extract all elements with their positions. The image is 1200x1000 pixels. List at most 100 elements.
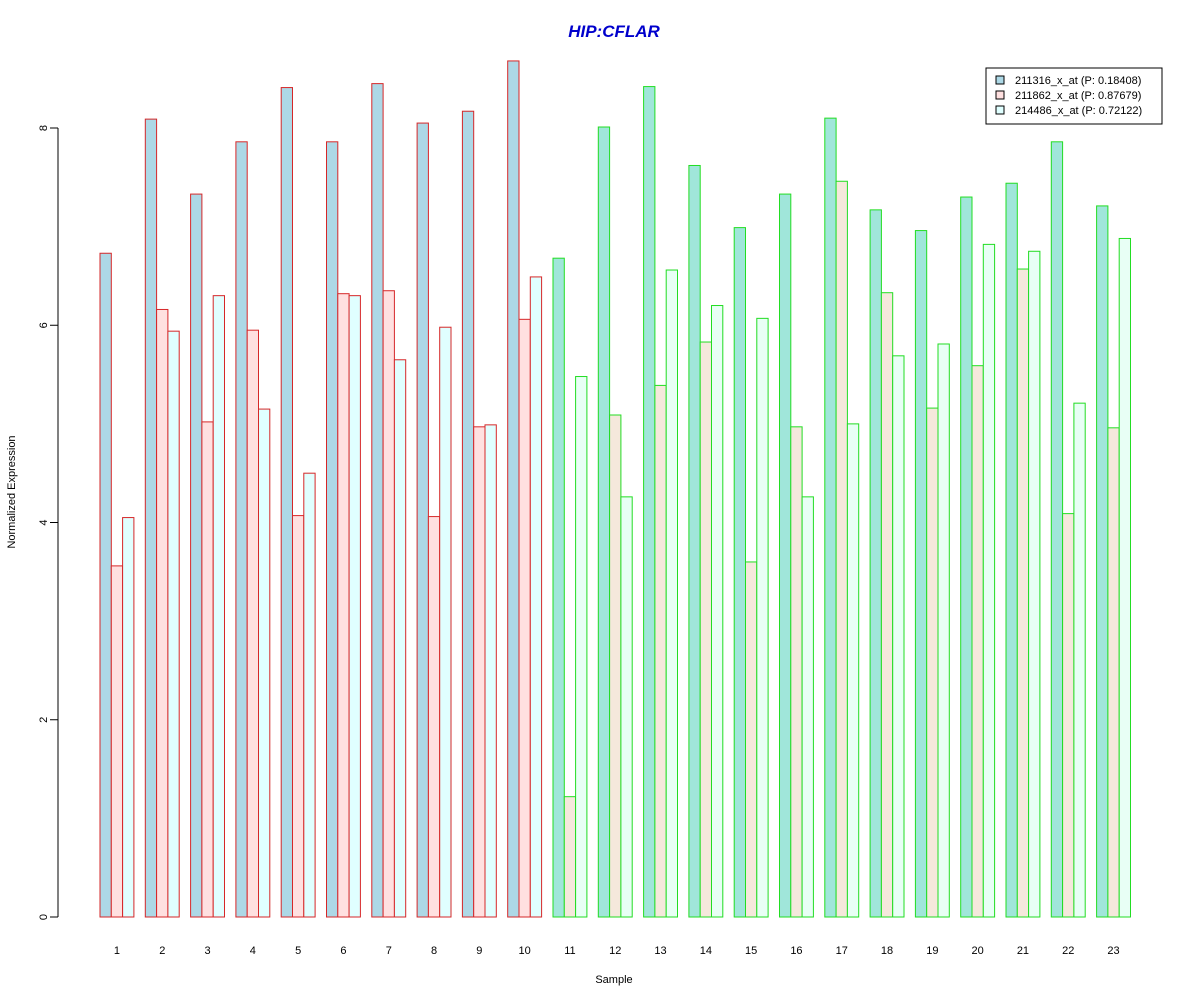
bar — [292, 515, 305, 918]
bar — [926, 407, 939, 918]
x-tick-labels: 1 2 3 4 5 6 7 8 9 10 11 12 13 14 15 16 17 18 19 20 21 22 23 — [114, 945, 1120, 957]
bar — [597, 126, 611, 918]
legend-entry: 214486_x_at (P: 0.72122) — [1015, 105, 1142, 117]
bar — [665, 269, 679, 918]
bar — [869, 209, 882, 918]
bar — [461, 110, 475, 918]
bar — [439, 326, 452, 918]
x-tick-label: 23 — [1107, 945, 1119, 957]
x-tick-label: 5 — [295, 945, 301, 957]
bar — [529, 276, 543, 918]
bar — [393, 359, 407, 918]
bar — [609, 414, 622, 918]
x-tick-label: 19 — [926, 945, 938, 957]
x-tick-label: 4 — [250, 945, 256, 957]
bar — [303, 472, 316, 918]
bar — [326, 141, 339, 918]
bar — [914, 230, 928, 918]
bar — [122, 517, 135, 918]
y-tick-label: 4 — [38, 519, 50, 525]
bar — [801, 496, 814, 918]
bar — [1005, 182, 1018, 918]
x-tick-label: 17 — [836, 945, 848, 957]
bar — [1028, 250, 1041, 918]
x-tick-label: 8 — [431, 945, 437, 957]
bar — [1050, 141, 1064, 918]
x-tick-label: 3 — [204, 945, 210, 957]
bar — [779, 193, 792, 918]
chart-title: HIP:CFLAR — [568, 22, 660, 41]
x-tick-label: 18 — [881, 945, 893, 957]
legend-entry: 211316_x_at (P: 0.18408) — [1015, 75, 1141, 87]
y-tick-label: 2 — [38, 717, 50, 723]
x-tick-label: 11 — [564, 945, 575, 957]
bar — [518, 318, 531, 918]
bar — [971, 365, 984, 918]
legend: 211316_x_at (P: 0.18408) 211862_x_at (P: … — [985, 67, 1163, 125]
bar — [337, 293, 350, 918]
bar — [880, 292, 894, 918]
x-tick-label: 1 — [114, 945, 120, 957]
bar — [507, 60, 520, 918]
legend-swatch — [995, 90, 1005, 100]
legend-box — [985, 67, 1163, 125]
x-tick-label: 9 — [476, 945, 482, 957]
bar — [824, 117, 837, 918]
bar — [473, 426, 486, 918]
legend-entry: 211862_x_at (P: 0.87679) — [1015, 90, 1141, 102]
y-axis-label: Normalized Expression — [6, 435, 18, 548]
bars — [99, 60, 1131, 918]
bar — [427, 516, 441, 918]
bar — [190, 193, 203, 918]
bar — [711, 305, 724, 918]
bar — [643, 86, 656, 918]
bar — [575, 376, 588, 918]
bar — [484, 424, 497, 918]
bar — [1096, 205, 1109, 918]
bar — [156, 308, 169, 918]
x-tick-label: 13 — [654, 945, 666, 957]
bar — [982, 243, 996, 918]
bar — [835, 180, 848, 918]
x-tick-label: 14 — [700, 945, 712, 957]
x-tick-label: 21 — [1017, 945, 1029, 957]
bar — [790, 426, 803, 918]
x-tick-label: 20 — [972, 945, 984, 957]
bar — [212, 295, 225, 918]
bar — [620, 496, 633, 918]
bar — [892, 355, 905, 918]
legend-swatch — [995, 75, 1005, 85]
bar — [756, 317, 769, 918]
bar — [167, 330, 180, 918]
bar — [371, 83, 384, 918]
bar — [563, 796, 577, 918]
x-tick-label: 6 — [340, 945, 346, 957]
bar — [699, 341, 713, 918]
bar — [733, 227, 747, 918]
x-tick-label: 15 — [745, 945, 757, 957]
x-tick-label: 7 — [386, 945, 392, 957]
bar — [1062, 513, 1075, 918]
x-axis-label: Sample — [595, 974, 632, 986]
bar — [201, 421, 214, 918]
bar — [258, 408, 271, 918]
x-tick-label: 22 — [1062, 945, 1074, 957]
bar — [937, 343, 950, 918]
bar — [110, 565, 124, 918]
x-tick-label: 2 — [159, 945, 165, 957]
bar — [654, 384, 667, 918]
x-tick-label: 10 — [519, 945, 531, 957]
bar — [960, 196, 973, 918]
bar — [1016, 268, 1030, 918]
bar — [1118, 237, 1131, 918]
bar — [846, 423, 860, 918]
bar — [1073, 402, 1086, 918]
y-tick-label: 8 — [38, 125, 50, 131]
bar — [280, 87, 294, 918]
x-tick-label: 16 — [790, 945, 802, 957]
bar — [99, 252, 112, 918]
bar — [745, 561, 758, 918]
bar — [1107, 427, 1120, 918]
bar — [246, 329, 259, 918]
